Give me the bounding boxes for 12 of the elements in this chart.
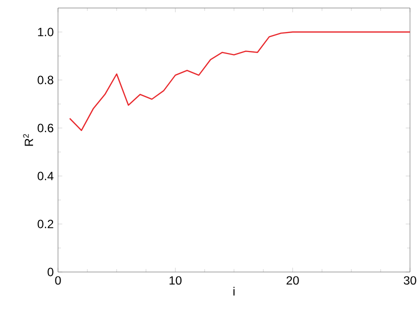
- y-tick-label: 0.8: [38, 76, 54, 84]
- x-tick-label: 10: [170, 276, 182, 285]
- y-axis-title: R$^{2}$: [23, 134, 34, 146]
- x-tick-label: 0: [55, 276, 61, 285]
- y-tick-label: 0.4: [38, 172, 54, 180]
- x-tick-label: 20: [286, 276, 299, 285]
- y-tick-label: 0: [48, 268, 54, 276]
- x-axis-title: i: [233, 286, 235, 296]
- y-tick-label: 0.2: [38, 220, 54, 228]
- x-tick-label: 30: [404, 276, 416, 285]
- y-tick-label: 1.0: [38, 28, 54, 36]
- y-tick-label: 0.6: [38, 124, 54, 132]
